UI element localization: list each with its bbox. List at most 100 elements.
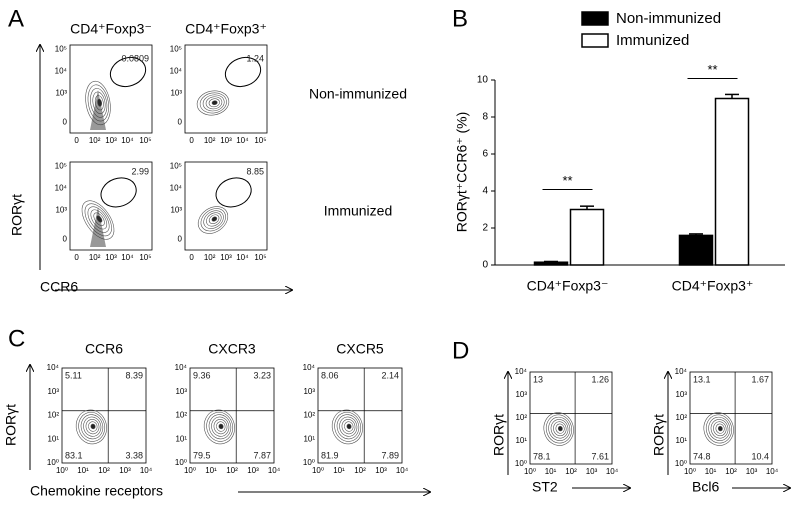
row-label: Immunized <box>324 203 392 219</box>
x-tick-label: 10³ <box>375 466 387 475</box>
contour <box>555 423 565 434</box>
x-tick-label: 10² <box>565 467 577 476</box>
gate <box>224 56 262 88</box>
y-axis-label: RORγt <box>3 404 19 446</box>
contour <box>90 423 96 430</box>
x-tick-label: 10⁵ <box>139 253 151 262</box>
plot-title: CCR6 <box>85 341 123 357</box>
y-tick-label: 0 <box>63 235 68 244</box>
panel-label: B <box>452 5 468 32</box>
x-axis-label: Chemokine receptors <box>30 483 163 499</box>
quadrant-value: 79.5 <box>193 450 211 460</box>
plot-title: CXCR3 <box>208 341 256 357</box>
contour <box>203 409 235 445</box>
x-tick-label: 10⁴ <box>268 466 281 475</box>
x-tick-label: 10² <box>204 136 216 145</box>
contour <box>553 421 567 437</box>
quadrant-value: 5.11 <box>65 370 82 380</box>
contour <box>88 421 98 432</box>
contour <box>339 416 358 437</box>
plot-frame <box>69 44 153 134</box>
contour <box>208 98 220 108</box>
y-tick-label: 10⁰ <box>675 459 687 468</box>
y-tick-label: 10³ <box>303 387 315 396</box>
contour <box>84 203 112 237</box>
y-tick-label: 10⁵ <box>170 45 182 54</box>
bar <box>714 97 750 266</box>
quadrant-value: 13 <box>533 374 543 384</box>
y-tick-label: 10¹ <box>47 434 59 443</box>
bar <box>678 234 714 266</box>
x-tick-label: 10³ <box>220 253 232 262</box>
column-title: CD4⁺Foxp3⁻ <box>70 21 152 37</box>
significance: ** <box>562 173 572 188</box>
contour <box>211 100 218 106</box>
x-tick-label: 10² <box>226 466 238 475</box>
quadrant-value: 8.06 <box>321 370 339 380</box>
gate-value: 8.85 <box>246 166 264 176</box>
panel-label: C <box>8 325 25 352</box>
y-tick-label: 10² <box>175 411 187 420</box>
y-tick-label: 10⁴ <box>55 67 68 76</box>
contour <box>208 214 220 225</box>
quadrant-value: 7.61 <box>591 451 609 461</box>
x-tick-label: 10⁰ <box>312 466 324 475</box>
contour <box>216 421 226 432</box>
contour <box>199 92 227 114</box>
contour <box>197 206 229 234</box>
y-tick-label: 10⁴ <box>303 363 316 372</box>
legend-label: Non-immunized <box>616 10 721 27</box>
contour <box>75 409 107 445</box>
x-tick-label: CD4⁺Foxp3⁺ <box>672 278 754 294</box>
panel-label: D <box>452 337 469 364</box>
y-tick-label: 10⁴ <box>515 367 528 376</box>
y-tick-label: 10⁴ <box>675 367 688 376</box>
quadrant-value: 7.89 <box>381 450 399 460</box>
x-tick-label: 10⁴ <box>140 466 153 475</box>
y-tick-label: 10² <box>675 413 687 422</box>
gate-value: 2.99 <box>131 166 149 176</box>
x-tick-label: 0 <box>74 253 79 262</box>
x-tick-label: 10³ <box>105 253 117 262</box>
y-tick-label: 10² <box>47 411 59 420</box>
y-tick-label: 10⁰ <box>47 458 59 467</box>
bar <box>569 208 605 266</box>
legend-swatch <box>581 33 609 48</box>
contour <box>715 423 725 434</box>
contour <box>557 425 563 432</box>
gate-value: 0.0809 <box>121 53 149 63</box>
plot-frame <box>61 367 147 464</box>
y-tick-label: 10¹ <box>175 434 187 443</box>
contour <box>206 411 234 442</box>
x-tick-label: 10⁴ <box>396 466 409 475</box>
contour <box>543 412 574 446</box>
x-tick-label: 10¹ <box>77 466 89 475</box>
contour <box>208 414 232 440</box>
y-tick-label: 0 <box>63 118 68 127</box>
x-tick-label: 10³ <box>247 466 259 475</box>
x-tick-label: 10² <box>89 136 101 145</box>
x-tick-label: 10⁰ <box>184 466 196 475</box>
contour <box>713 421 727 437</box>
plot-frame <box>529 371 613 465</box>
quadrant-value: 10.4 <box>751 451 769 461</box>
contour <box>85 419 100 435</box>
y-tick-label: 10⁴ <box>55 184 68 193</box>
contour <box>336 414 360 440</box>
plot-frame <box>184 44 268 134</box>
plot-frame <box>689 371 773 465</box>
x-tick-label: 10² <box>725 467 737 476</box>
x-tick-label: 10² <box>98 466 110 475</box>
quadrant-value: 3.23 <box>253 370 271 380</box>
contour <box>346 423 352 430</box>
y-tick-label: 10³ <box>170 206 182 215</box>
quadrant-value: 8.39 <box>125 370 143 380</box>
x-tick-label: 10³ <box>220 136 232 145</box>
y-tick-label: 10 <box>477 75 489 86</box>
contour <box>710 419 729 439</box>
y-tick-label: 6 <box>482 149 488 160</box>
y-axis-label: RORγt⁺CCR6⁺ (%) <box>454 112 470 233</box>
y-tick-label: 10³ <box>515 390 527 399</box>
plot-frame <box>69 161 153 251</box>
